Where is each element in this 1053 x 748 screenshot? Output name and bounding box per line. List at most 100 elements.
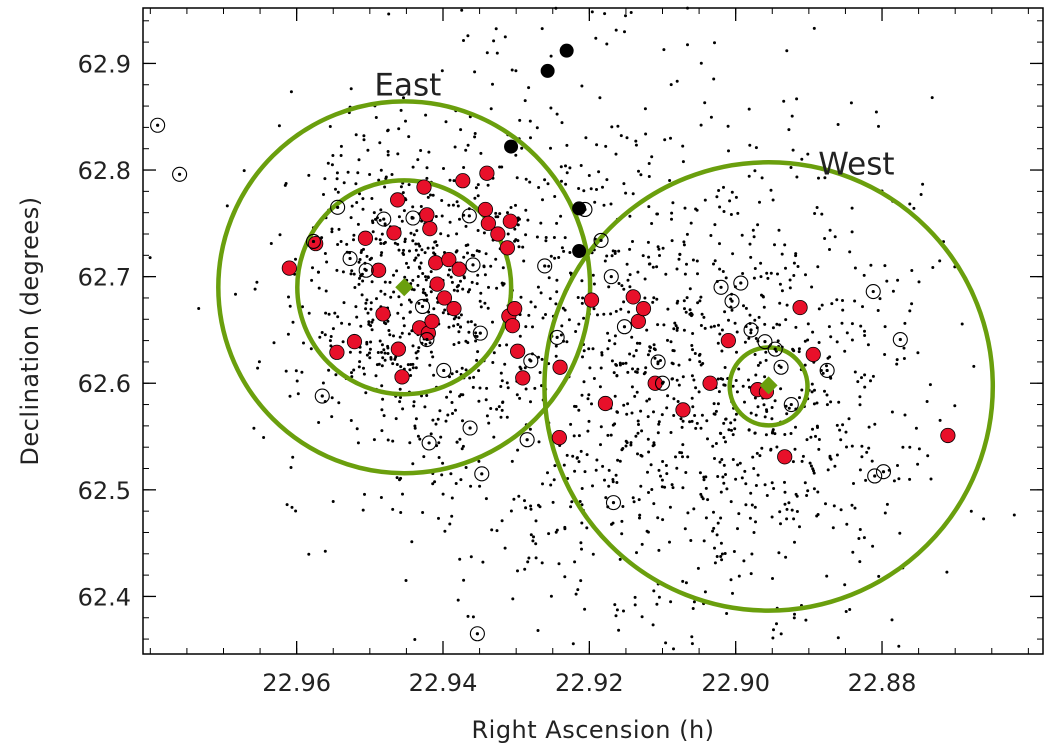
background-source-dot (603, 478, 606, 482)
background-source-dot (825, 364, 828, 368)
background-source-dot (639, 173, 643, 177)
background-source-dot (439, 435, 443, 439)
background-source-dot (455, 232, 459, 236)
background-source-dot (406, 363, 410, 367)
background-source-dot (684, 310, 688, 314)
background-source-dot (479, 305, 483, 309)
background-source-dot (660, 413, 664, 417)
background-source-dot (723, 552, 727, 555)
background-source-dot (544, 239, 548, 243)
background-source-dot (443, 529, 447, 533)
background-source-dot (466, 614, 470, 618)
background-source-dot (509, 509, 513, 513)
background-source-dot (398, 400, 402, 404)
red-filled-marker (416, 179, 432, 195)
red-filled-marker (675, 402, 691, 418)
background-source-dot (642, 372, 646, 376)
red-filled-marker (702, 375, 718, 391)
background-source-dot (476, 350, 480, 354)
background-source-dot (810, 390, 814, 394)
background-source-dot (581, 296, 585, 300)
background-source-dot (618, 459, 622, 463)
background-source-dot (342, 301, 346, 305)
background-source-dot (424, 113, 428, 117)
background-source-dot (519, 295, 523, 299)
background-source-dot (633, 595, 637, 599)
background-source-dot (643, 107, 647, 111)
background-source-dot (546, 182, 550, 186)
background-source-dot (459, 313, 463, 317)
background-source-dot (404, 119, 407, 123)
background-source-dot (877, 574, 881, 578)
background-source-dot (824, 502, 827, 506)
background-source-dot (532, 535, 535, 539)
background-source-dot (666, 338, 669, 342)
background-source-dot (744, 503, 748, 507)
red-filled-marker (507, 301, 523, 317)
background-source-dot (604, 496, 608, 500)
background-source-dot (364, 307, 368, 311)
background-source-dot (874, 110, 878, 114)
background-source-dot (477, 459, 481, 463)
background-source-dot (763, 375, 767, 379)
background-source-dot (686, 511, 690, 515)
background-source-dot (761, 295, 765, 299)
background-source-dot (383, 351, 387, 355)
background-source-dot (524, 325, 528, 329)
background-source-dot (747, 174, 751, 178)
background-source-dot (474, 186, 478, 190)
background-source-dot (713, 546, 716, 550)
open-circle-center-dot (442, 368, 446, 373)
background-source-dot (611, 423, 615, 427)
background-source-dot (716, 475, 720, 478)
background-source-dot (823, 389, 826, 393)
open-circle-marker (474, 466, 490, 482)
open-circle-center-dot (555, 335, 559, 339)
background-source-dot (197, 307, 201, 310)
background-source-dot (529, 533, 533, 537)
background-source-dot (815, 206, 819, 209)
background-source-dot (611, 478, 615, 481)
background-source-dot (616, 458, 620, 462)
background-source-dot (724, 276, 728, 280)
background-source-dot (555, 112, 559, 116)
background-source-dot (753, 318, 757, 322)
open-circle-center-dot (467, 214, 471, 218)
background-source-dot (520, 146, 524, 150)
background-source-dot (669, 83, 673, 87)
background-source-dot (348, 350, 352, 354)
background-source-dot (858, 468, 862, 472)
background-source-dot (682, 328, 686, 332)
background-source-dot (378, 238, 382, 242)
background-source-dot (513, 239, 517, 243)
background-source-dot (582, 316, 586, 320)
axes-layer: 22.96 22.94 22.92 22.90 22.8862.462.562.662.… (78, 7, 1044, 697)
background-source-dot (617, 249, 621, 253)
background-source-dot (352, 238, 355, 242)
background-source-dot (910, 269, 914, 272)
background-source-dot (300, 370, 304, 374)
background-source-dot (551, 500, 555, 504)
background-source-dot (326, 161, 330, 165)
open-circle-marker (150, 117, 166, 133)
background-source-dot (573, 469, 577, 473)
background-source-dot (792, 261, 796, 265)
background-source-dot (795, 175, 799, 179)
background-source-dot (703, 101, 707, 105)
background-source-dot (709, 325, 713, 329)
background-source-dot (692, 507, 696, 511)
background-source-dot (587, 347, 591, 351)
background-source-dot (615, 410, 619, 414)
background-source-dot (652, 343, 656, 347)
background-source-dot (449, 390, 452, 394)
background-source-dot (731, 252, 735, 256)
open-circle-marker (865, 284, 881, 300)
background-source-dot (825, 574, 829, 578)
background-source-dot (323, 252, 327, 255)
background-source-dot (669, 600, 673, 604)
background-source-dot (452, 288, 456, 292)
background-source-dot (523, 366, 527, 370)
background-source-dot (731, 384, 735, 388)
background-source-dot (737, 512, 741, 516)
background-source-dot (310, 278, 314, 282)
